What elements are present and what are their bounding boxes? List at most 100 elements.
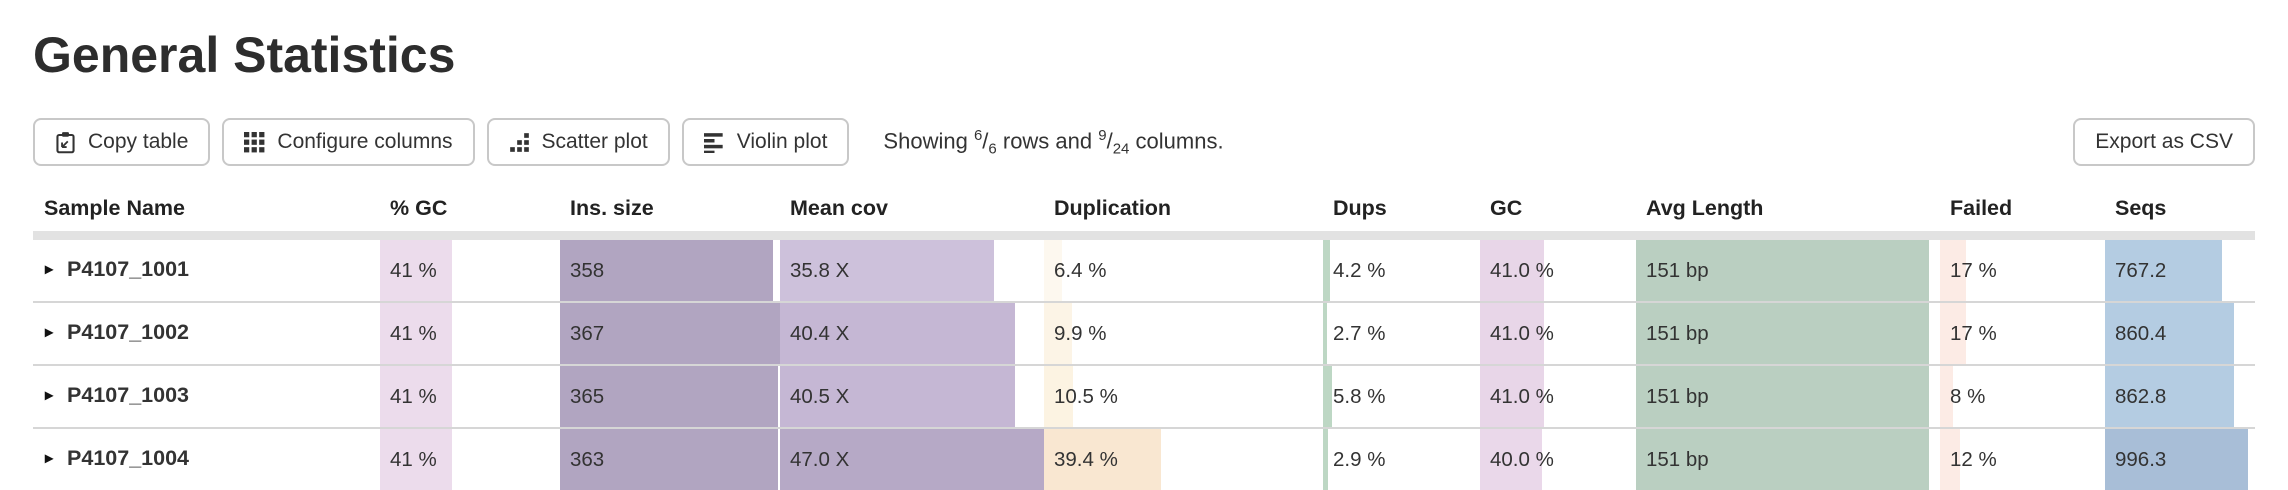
value-bar [1323, 240, 1330, 301]
duplication-cell: 39.4 % [1044, 428, 1323, 490]
sample-name: P4107_1001 [67, 257, 189, 281]
avg-length-cell: 151 bp [1636, 428, 1940, 490]
ins-size-cell: 367 [560, 302, 780, 366]
col-header-pct-gc[interactable]: % GC [380, 190, 560, 240]
row-expand-toggle[interactable]: ▸ [45, 261, 54, 278]
failed-cell: 17 % [1940, 302, 2105, 366]
failed-cell: 12 % [1940, 428, 2105, 490]
value-bar [1044, 240, 1062, 301]
scatter-plot-button[interactable]: Scatter plot [486, 118, 670, 166]
clipboard-icon [55, 131, 76, 154]
value-bar [1323, 366, 1333, 426]
row-expand-toggle[interactable]: ▸ [45, 324, 54, 341]
avg-length-cell: 151 bp [1636, 302, 1940, 366]
dups-cell: 4.2 % [1323, 235, 1480, 303]
value-bar [380, 240, 452, 301]
export-csv-label: Export as CSV [2095, 130, 2233, 153]
value-bar [1636, 303, 1930, 363]
value-bar [1480, 240, 1544, 301]
value-bar [1636, 429, 1930, 489]
value-bar [380, 303, 452, 363]
row-expand-toggle[interactable]: ▸ [45, 450, 54, 467]
scatter-plot-label: Scatter plot [541, 130, 648, 153]
sample-name: P4107_1004 [67, 446, 189, 470]
value-bar [780, 429, 1044, 489]
value-bar [1480, 366, 1544, 426]
sample-name-cell: ▸ P4107_1003 [33, 365, 380, 429]
header-row: Sample Name % GC Ins. size Mean cov Dupl… [33, 190, 2255, 240]
violin-icon [703, 132, 725, 153]
export-csv-button[interactable]: Export as CSV [2073, 118, 2255, 166]
seqs-cell: 996.3 [2105, 428, 2255, 490]
failed-cell: 8 % [1940, 365, 2105, 429]
value-bar [1940, 240, 1967, 301]
col-header-gc[interactable]: GC [1480, 190, 1636, 240]
col-header-seqs[interactable]: Seqs [2105, 190, 2255, 240]
value-bar [2105, 429, 2248, 489]
avg-length-cell: 151 bp [1636, 365, 1940, 429]
general-statistics-section: General Statistics Copy table Configur [0, 26, 2288, 490]
value-bar [380, 366, 452, 426]
grid-icon [244, 131, 265, 153]
value-bar [1480, 303, 1544, 363]
mean-cov-cell: 35.8 X [780, 235, 1044, 303]
duplication-cell: 6.4 % [1044, 235, 1323, 303]
value-bar [1636, 240, 1930, 301]
value-bar [1480, 429, 1543, 489]
ins-size-cell: 358 [560, 235, 780, 303]
gc-cell: 41.0 % [1480, 302, 1636, 366]
mean-cov-cell: 40.5 X [780, 365, 1044, 429]
pct-gc-cell: 41 % [380, 302, 560, 366]
cols-shown: 9 [1098, 126, 1107, 144]
failed-cell: 17 % [1940, 235, 2105, 303]
rows-shown: 6 [973, 126, 983, 144]
gc-cell: 40.0 % [1480, 428, 1636, 490]
value-bar [2105, 366, 2234, 426]
value-bar [560, 366, 778, 426]
mean-cov-cell: 40.4 X [780, 302, 1044, 366]
mean-cov-cell: 47.0 X [780, 428, 1044, 490]
general-statistics-table: Sample Name % GC Ins. size Mean cov Dupl… [33, 190, 2255, 490]
violin-plot-button[interactable]: Violin plot [681, 118, 850, 166]
value-bar [780, 303, 1015, 363]
copy-table-label: Copy table [88, 130, 189, 153]
col-header-duplication[interactable]: Duplication [1044, 190, 1323, 240]
seqs-cell: 860.4 [2105, 302, 2255, 366]
value-bar [780, 366, 1015, 426]
configure-columns-label: Configure columns [277, 130, 453, 153]
col-header-avg-length[interactable]: Avg Length [1636, 190, 1940, 240]
value-bar [2105, 240, 2222, 301]
avg-length-cell: 151 bp [1636, 235, 1940, 303]
sample-name: P4107_1002 [67, 320, 189, 344]
row-expand-toggle[interactable]: ▸ [45, 387, 54, 404]
ins-size-cell: 363 [560, 428, 780, 490]
value-bar [560, 240, 774, 301]
page-title: General Statistics [33, 27, 456, 83]
sample-name: P4107_1003 [67, 383, 189, 407]
dups-cell: 2.7 % [1323, 302, 1480, 366]
value-bar [1940, 366, 1954, 426]
table-toolbar: Copy table Configure columns Scatter [33, 118, 2255, 166]
copy-table-button[interactable]: Copy table [33, 118, 211, 166]
col-header-dups[interactable]: Dups [1323, 190, 1480, 240]
value-bar [380, 429, 452, 489]
seqs-cell: 862.8 [2105, 365, 2255, 429]
col-header-ins-size[interactable]: Ins. size [560, 190, 780, 240]
col-header-sample-name[interactable]: Sample Name [33, 190, 380, 240]
value-bar [560, 429, 778, 489]
sample-name-cell: ▸ P4107_1002 [33, 302, 380, 366]
value-bar [1044, 429, 1162, 489]
pct-gc-cell: 41 % [380, 235, 560, 303]
gc-cell: 41.0 % [1480, 235, 1636, 303]
violin-plot-label: Violin plot [736, 130, 828, 153]
table-row: ▸ P4107_1002 41 % 367 40.4 X 9.9 % 2.7 % … [33, 302, 2255, 366]
cols-total: 24 [1112, 140, 1130, 158]
pct-gc-cell: 41 % [380, 428, 560, 490]
pct-gc-cell: 41 % [380, 365, 560, 429]
ins-size-cell: 365 [560, 365, 780, 429]
configure-columns-button[interactable]: Configure columns [222, 118, 475, 166]
duplication-cell: 10.5 % [1044, 365, 1323, 429]
value-bar [1323, 303, 1328, 363]
col-header-mean-cov[interactable]: Mean cov [780, 190, 1044, 240]
col-header-failed[interactable]: Failed [1940, 190, 2105, 240]
